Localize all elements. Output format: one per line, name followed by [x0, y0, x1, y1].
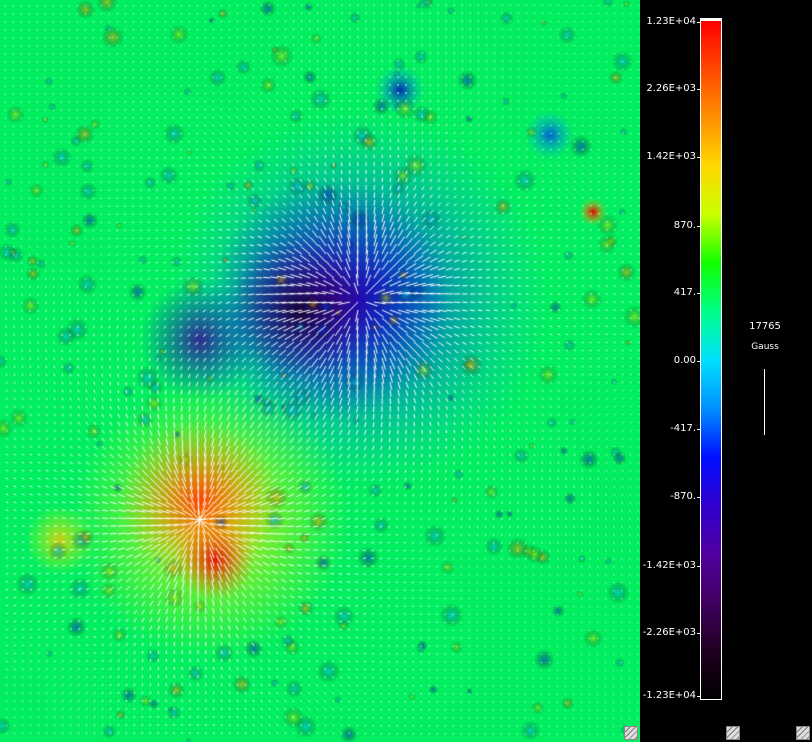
colorbar-label: 2.26E+03 [646, 83, 696, 94]
colorbar-tick [697, 497, 701, 498]
side-panel [640, 0, 812, 742]
vector-scale-bar [764, 369, 765, 435]
colorbar-tick [697, 226, 701, 227]
colorbar [700, 20, 722, 700]
colorbar-label: 1.23E+04 [646, 16, 696, 27]
colorbar-label: -417. [670, 423, 696, 434]
colorbar-label: 417. [673, 287, 696, 298]
resize-grip-icon[interactable] [796, 726, 810, 740]
colorbar-tick [697, 361, 701, 362]
colorbar-tick [697, 157, 701, 158]
colorbar-tick [697, 566, 701, 567]
colorbar-label: 870. [673, 220, 696, 231]
vector-scale-value: 17765 [749, 321, 781, 332]
colorbar-label: -1.23E+04 [642, 690, 696, 701]
colorbar-label: 1.42E+03 [646, 151, 696, 162]
colorbar-label: -870. [670, 491, 696, 502]
resize-grip-icon[interactable] [624, 726, 638, 740]
colorbar-tick [697, 22, 701, 23]
field-vector-map [0, 0, 640, 742]
magnetogram-view[interactable] [0, 0, 640, 742]
colorbar-label: 0.00 [673, 355, 696, 366]
colorbar-tick [697, 633, 701, 634]
resize-grip-icon[interactable] [726, 726, 740, 740]
colorbar-tick [697, 429, 701, 430]
colorbar-label: -1.42E+03 [642, 560, 696, 571]
colorbar-tick [697, 89, 701, 90]
colorbar-label: -2.26E+03 [642, 627, 696, 638]
vector-scale-unit: Gauss [751, 342, 779, 352]
colorbar-tick [697, 696, 701, 697]
colorbar-tick [697, 293, 701, 294]
